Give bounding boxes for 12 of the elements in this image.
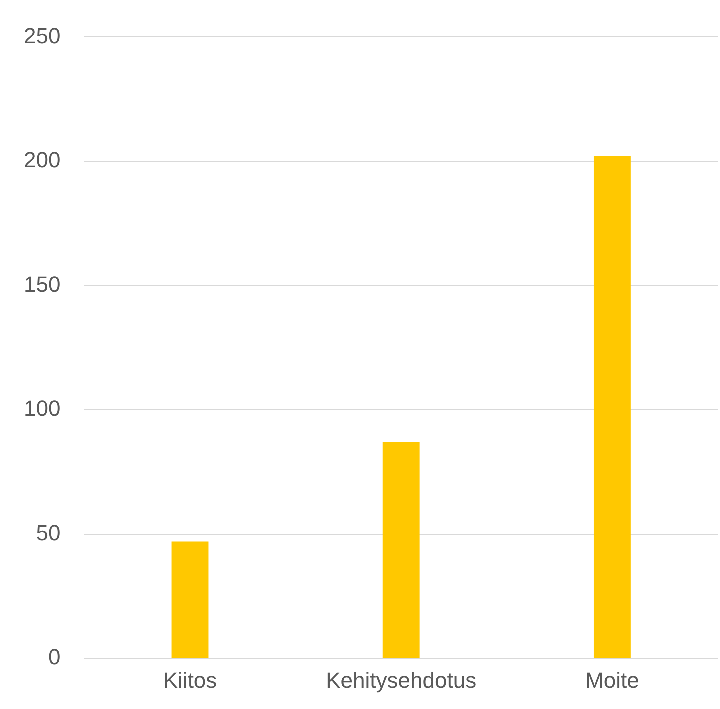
x-tick-label: Kiitos [163,668,218,693]
bar [594,156,631,658]
x-tick-label: Moite [586,668,640,693]
y-tick-label: 0 [48,644,61,670]
bar [172,542,209,658]
y-tick-label: 200 [24,148,61,173]
y-tick-label: 50 [36,520,61,546]
y-tick-label: 100 [24,396,61,422]
y-tick-label: 150 [24,272,61,297]
y-tick-label: 250 [24,23,61,48]
x-tick-label: Kehitysehdotus [326,668,477,693]
bar [382,442,420,658]
